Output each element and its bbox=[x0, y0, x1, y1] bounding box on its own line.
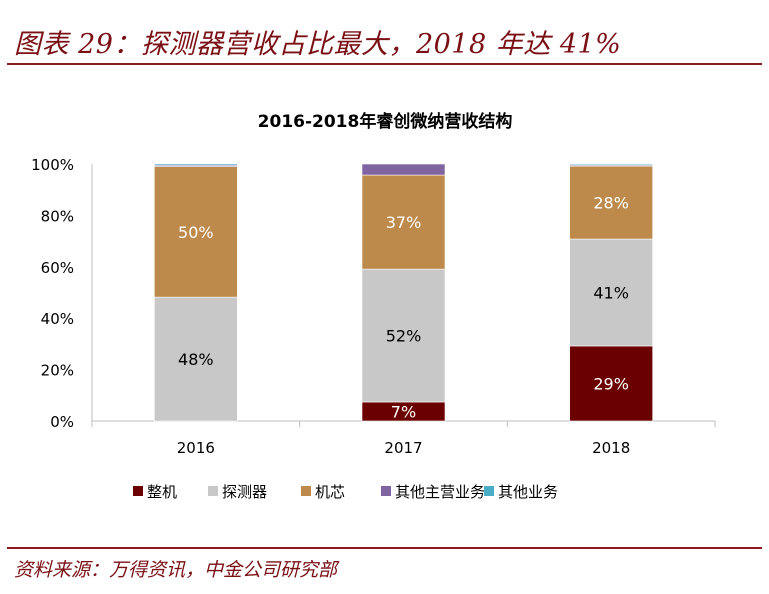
y-tick-label: 100% bbox=[31, 156, 74, 174]
legend-swatch bbox=[484, 486, 494, 496]
legend-label: 整机 bbox=[147, 483, 177, 501]
x-tick-label: 2017 bbox=[384, 439, 422, 457]
y-tick-label: 40% bbox=[41, 310, 74, 328]
legend-label: 探测器 bbox=[222, 483, 267, 501]
bar-segment bbox=[569, 163, 653, 166]
y-tick-label: 80% bbox=[41, 207, 74, 225]
bar-segment bbox=[154, 166, 238, 298]
legend-swatch bbox=[301, 486, 311, 496]
source-rule bbox=[7, 547, 762, 549]
legend-label: 机芯 bbox=[315, 483, 345, 501]
bar-segment bbox=[154, 163, 238, 166]
data-label: 41% bbox=[593, 284, 629, 303]
source-note: 资料来源：万得资讯，中金公司研究部 bbox=[14, 559, 338, 581]
bar-segment bbox=[569, 345, 653, 422]
legend-swatch bbox=[133, 486, 143, 496]
bar-segment bbox=[154, 296, 238, 422]
data-label: 52% bbox=[386, 327, 422, 346]
data-label: 37% bbox=[386, 213, 422, 232]
y-tick-label: 20% bbox=[41, 362, 74, 380]
x-tick-label: 2016 bbox=[177, 439, 215, 457]
bar-segment bbox=[361, 174, 446, 270]
legend-label: 其他主营业务 bbox=[395, 483, 485, 501]
x-tick-label: 2018 bbox=[592, 439, 630, 457]
bar-segment bbox=[361, 268, 446, 403]
y-tick-label: 60% bbox=[41, 259, 74, 277]
bar-segment bbox=[569, 165, 653, 240]
data-label: 50% bbox=[178, 223, 214, 242]
legend-swatch bbox=[381, 486, 391, 496]
data-label: 48% bbox=[178, 350, 214, 369]
data-label: 7% bbox=[391, 402, 416, 421]
legend-label: 其他业务 bbox=[498, 483, 558, 501]
data-label: 29% bbox=[593, 374, 629, 393]
bar-segment bbox=[361, 163, 446, 176]
bar-segment bbox=[569, 238, 653, 347]
legend-swatch bbox=[208, 486, 218, 496]
title-rule bbox=[7, 63, 762, 65]
data-label: 28% bbox=[593, 194, 629, 213]
chart-title: 2016-2018年睿创微纳营收结构 bbox=[258, 111, 513, 132]
y-tick-label: 0% bbox=[50, 413, 74, 431]
figure-title: 图表 29：探测器营收占比最大，2018 年达 41% bbox=[14, 29, 622, 60]
